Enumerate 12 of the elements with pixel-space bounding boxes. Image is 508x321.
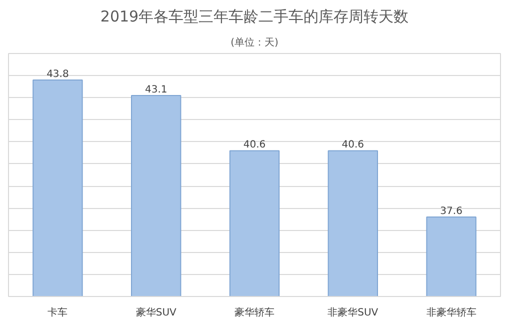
data-label: 40.6 bbox=[342, 140, 364, 151]
x-tick-label: 豪华轿车 bbox=[234, 306, 274, 318]
data-label: 43.8 bbox=[46, 69, 69, 80]
x-tick-label: 豪华SUV bbox=[136, 306, 177, 318]
data-label: 43.1 bbox=[144, 84, 168, 96]
data-label: 37.6 bbox=[440, 206, 462, 217]
x-tick-label: 卡车 bbox=[48, 306, 68, 318]
chart-title: 2019年各车型三年车龄二手车的库存周转天数 bbox=[100, 8, 409, 26]
chart-subtitle: (单位：天) bbox=[230, 36, 278, 48]
x-tick-label: 非豪华轿车 bbox=[426, 306, 476, 318]
x-tick-label: 非豪华SUV bbox=[328, 306, 378, 318]
data-label: 40.6 bbox=[243, 140, 266, 151]
